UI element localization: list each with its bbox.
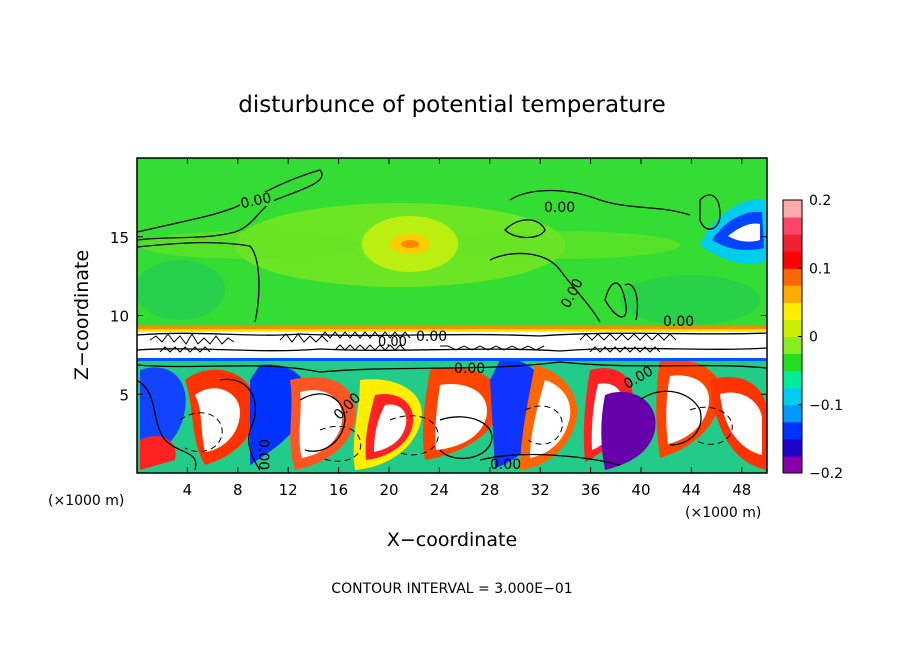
- x-tick-label: 12: [279, 481, 298, 499]
- field-warm-peak-inner: [401, 240, 419, 248]
- colorbar-ticks: 0.2 0.1 0 −0.1 −0.2: [798, 193, 843, 482]
- colorbar-swatch: [783, 200, 802, 218]
- chart-title: disturbunce of potential temperature: [238, 92, 666, 118]
- colorbar-swatch: [783, 353, 802, 372]
- z-unit-label: (×1000 m): [48, 493, 124, 509]
- contour-label-5: 0.00: [416, 329, 447, 345]
- y-tick-label: 5: [119, 386, 129, 404]
- x-unit-label: (×1000 m): [685, 505, 761, 521]
- colorbar: 0.2 0.1 0 −0.1 −0.2: [782, 193, 843, 482]
- field-inversion-band: [137, 326, 767, 361]
- colorbar-swatch: [783, 370, 802, 389]
- x-tick-label: 8: [233, 481, 243, 499]
- colorbar-swatch: [783, 285, 802, 303]
- y-tick-label: 15: [110, 229, 129, 247]
- x-tick-label: 40: [631, 481, 650, 499]
- x-tick-label: 24: [430, 481, 449, 499]
- colorbar-swatch: [783, 336, 802, 355]
- contour-lines-dashed: [179, 405, 733, 462]
- contour-lines: [137, 169, 767, 471]
- contour-squiggle-band: [149, 331, 677, 353]
- colorbar-swatch: [783, 319, 802, 337]
- contour-label-10: 0.00: [255, 439, 271, 470]
- x-tick-label: 44: [682, 481, 701, 499]
- field-lower-eddies: [137, 359, 767, 473]
- colorbar-tick-label: 0: [809, 330, 818, 346]
- contour-label-11: 0.00: [490, 457, 521, 473]
- x-tick-label: 20: [379, 481, 398, 499]
- field-cool-patch-left: [137, 260, 225, 320]
- x-tick-label: 28: [480, 481, 499, 499]
- contour-label-2: 0.00: [544, 200, 575, 216]
- x-tick-label: 4: [183, 481, 193, 499]
- contour-label-7: 0.00: [454, 361, 485, 377]
- x-tick-label: 36: [581, 481, 600, 499]
- field-cold-blob-upper-right: [700, 199, 767, 265]
- field-warm-band-wing-right: [440, 231, 680, 259]
- colorbar-swatch: [783, 455, 802, 474]
- plot-area: 0.00 0.00 0.00 0.00 0.00 0.00 0.00 0.00 …: [110, 157, 768, 499]
- colorbar-swatch: [783, 438, 802, 457]
- y-axis-label: Z−coordinate: [71, 250, 93, 380]
- colorbar-tick-label: −0.1: [809, 398, 843, 414]
- x-axis-label: X−coordinate: [387, 529, 517, 551]
- colorbar-tick-label: 0.1: [809, 261, 831, 277]
- colorbar-swatch: [783, 302, 802, 320]
- contour-label-6: 0.00: [378, 335, 407, 350]
- colorbar-swatch: [783, 234, 802, 252]
- contour-label-1: 0.00: [239, 190, 273, 212]
- colorbar-swatch: [783, 404, 802, 423]
- colorbar-swatch: [783, 421, 802, 440]
- colorbar-tick-label: −0.2: [809, 466, 843, 482]
- colorbar-swatches: [783, 200, 802, 474]
- y-tick-label: 10: [110, 308, 129, 326]
- x-tick-label: 48: [732, 481, 751, 499]
- colorbar-swatch: [783, 217, 802, 235]
- contour-interval-note: CONTOUR INTERVAL = 3.000E−01: [331, 581, 572, 597]
- x-tick-label: 16: [329, 481, 348, 499]
- colorbar-swatch: [783, 251, 802, 269]
- colorbar-swatch: [783, 268, 802, 286]
- x-tick-label: 32: [531, 481, 550, 499]
- colorbar-tick-label: 0.2: [809, 193, 831, 209]
- field-cool-patch-right: [620, 275, 760, 325]
- colorbar-swatch: [783, 387, 802, 406]
- field-warm-band-wing-left: [140, 231, 360, 259]
- contour-label-4: 0.00: [663, 314, 694, 330]
